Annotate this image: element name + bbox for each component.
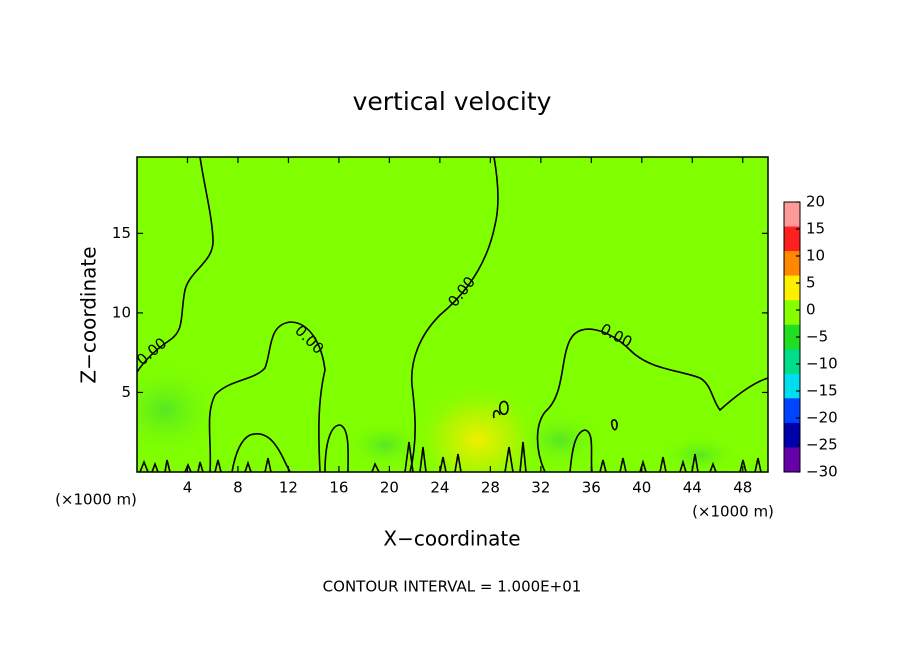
- colorbar-swatch: [784, 251, 800, 277]
- colorbar-swatch: [784, 300, 800, 326]
- colorbar-swatch: [784, 373, 800, 399]
- x-tick-label: 44: [683, 479, 702, 497]
- x-tick-label: 32: [531, 479, 550, 497]
- colorbar-swatch: [784, 324, 800, 350]
- x-tick-label: 48: [733, 479, 752, 497]
- x-unit-right: (×1000 m): [692, 503, 774, 521]
- x-unit-left: (×1000 m): [55, 491, 137, 509]
- x-tick-label: 4: [183, 479, 193, 497]
- colorbar-swatch: [784, 398, 800, 424]
- colorbar-swatch: [784, 422, 800, 448]
- colorbar-swatch: [784, 349, 800, 375]
- x-axis-title: X−coordinate: [383, 527, 520, 551]
- x-tick-label: 36: [582, 479, 601, 497]
- x-tick-label: 12: [279, 479, 298, 497]
- y-tick-label: 15: [112, 224, 131, 242]
- plot-frame: [136, 156, 769, 473]
- x-tick-label: 28: [481, 479, 500, 497]
- colorbar-tick-label: −5: [806, 328, 828, 346]
- colorbar-tick-label: −30: [806, 463, 838, 481]
- colorbar-swatch: [784, 275, 800, 301]
- colorbar-tick-label: 0: [806, 301, 816, 319]
- colorbar-swatch: [784, 447, 800, 473]
- colorbar-tick-label: −10: [806, 355, 838, 373]
- footer: CONTOUR INTERVAL = 1.000E+01: [323, 578, 582, 596]
- y-tick-label: 5: [121, 383, 131, 401]
- colorbar-tick-label: −20: [806, 409, 838, 427]
- field-shading: [137, 157, 768, 472]
- y-tick-label: 10: [112, 303, 131, 321]
- colorbar-tick-label: 10: [806, 247, 825, 265]
- y-axis-title: Z−coordinate: [77, 246, 101, 383]
- x-tick-label: 16: [329, 479, 348, 497]
- x-tick-label: 8: [233, 479, 243, 497]
- colorbar-tick-label: 20: [806, 193, 825, 211]
- chart-title: vertical velocity: [353, 87, 552, 116]
- colorbar-tick-label: 15: [806, 220, 825, 238]
- colorbar-tick-label: 5: [806, 274, 816, 292]
- x-tick-label: 40: [632, 479, 651, 497]
- colorbar-tick-label: −15: [806, 382, 838, 400]
- x-tick-label: 24: [430, 479, 449, 497]
- x-tick-label: 20: [380, 479, 399, 497]
- colorbar-swatch: [784, 202, 800, 228]
- colorbar-tick-label: −25: [806, 436, 838, 454]
- colorbar-swatch: [784, 226, 800, 252]
